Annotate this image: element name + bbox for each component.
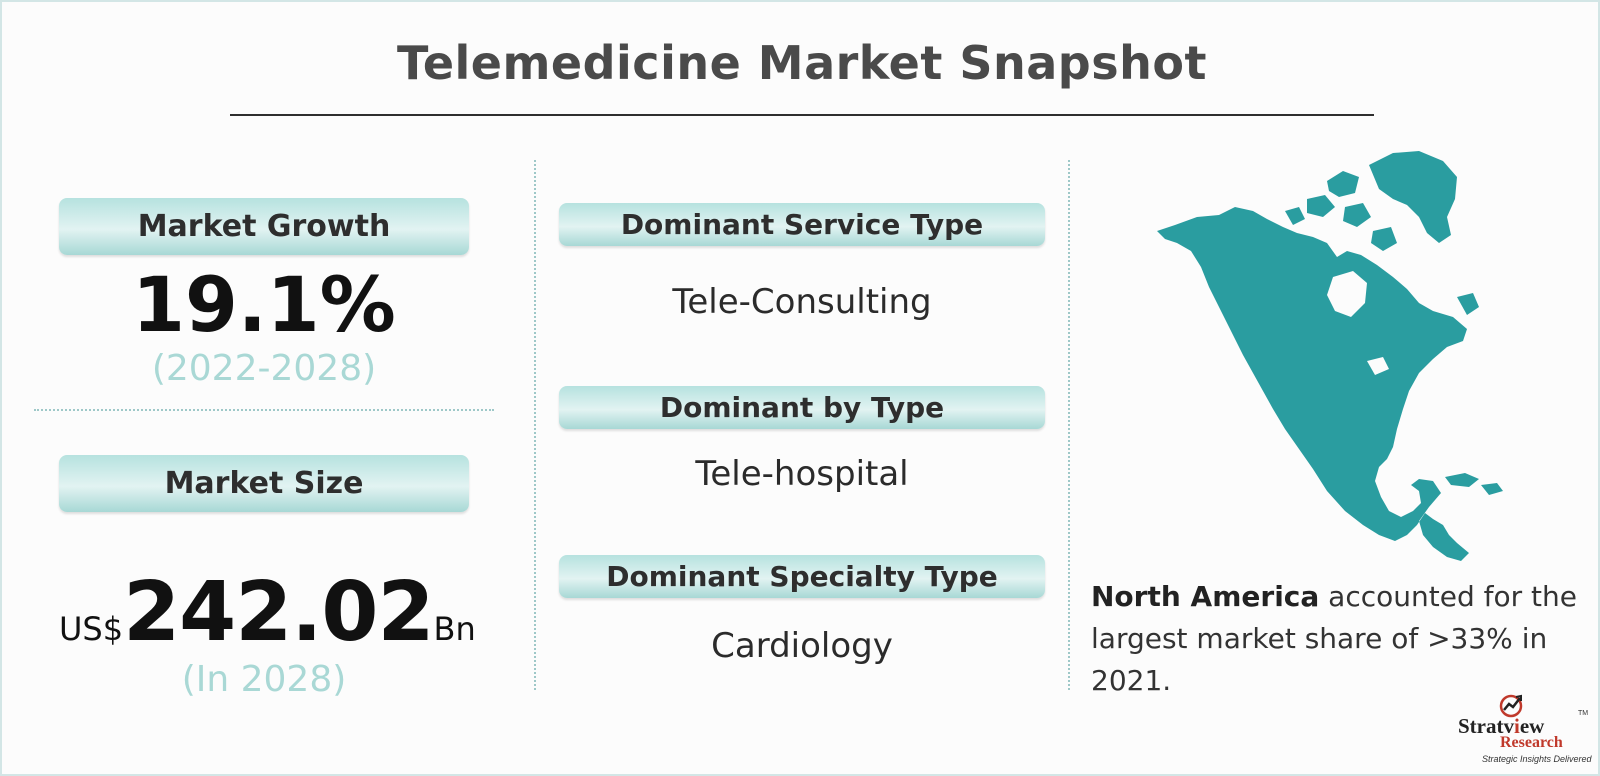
service-type-value: Tele-Consulting xyxy=(672,282,932,322)
market-growth-period: (2022-2028) xyxy=(151,348,377,389)
north-america-map xyxy=(1157,151,1503,561)
market-size-value-line: US$242.02Bn xyxy=(59,565,476,660)
by-type-value: Tele-hospital xyxy=(695,454,909,494)
logo-chart-icon xyxy=(1499,694,1523,718)
market-size-suffix: Bn xyxy=(433,610,476,648)
logo-brand-research: Research xyxy=(1500,734,1563,751)
logo-tagline: Strategic Insights Delivered xyxy=(1482,754,1592,764)
stratview-logo: Stratview TM Research Strategic Insights… xyxy=(1454,692,1594,766)
left-divider xyxy=(34,409,494,411)
logo-trademark: TM xyxy=(1578,710,1589,717)
market-growth-value: 19.1% xyxy=(132,260,396,349)
column-divider-1 xyxy=(534,160,536,690)
page-title: Telemedicine Market Snapshot xyxy=(397,36,1207,90)
market-growth-label: Market Growth xyxy=(59,198,469,255)
service-type-label: Dominant Service Type xyxy=(559,203,1045,246)
logo-brand-i: i xyxy=(1514,714,1520,738)
title-underline xyxy=(230,114,1374,116)
logo-brand-name: Stratview xyxy=(1458,714,1544,739)
region-name: North America xyxy=(1091,580,1320,613)
region-note: North America accounted for the largest … xyxy=(1091,576,1581,702)
column-divider-2 xyxy=(1068,160,1070,690)
region-note-text: accounted for the largest market share o… xyxy=(1091,580,1577,697)
market-size-prefix: US$ xyxy=(59,610,124,648)
specialty-type-value: Cardiology xyxy=(711,626,893,666)
logo-brand-part1: Stratv xyxy=(1458,714,1514,738)
by-type-label: Dominant by Type xyxy=(559,386,1045,429)
market-size-period: (In 2028) xyxy=(181,659,347,700)
market-size-label: Market Size xyxy=(59,455,469,512)
specialty-type-label: Dominant Specialty Type xyxy=(559,555,1045,598)
market-size-value: 242.02 xyxy=(123,565,434,660)
logo-brand-part2: ew xyxy=(1519,714,1545,738)
